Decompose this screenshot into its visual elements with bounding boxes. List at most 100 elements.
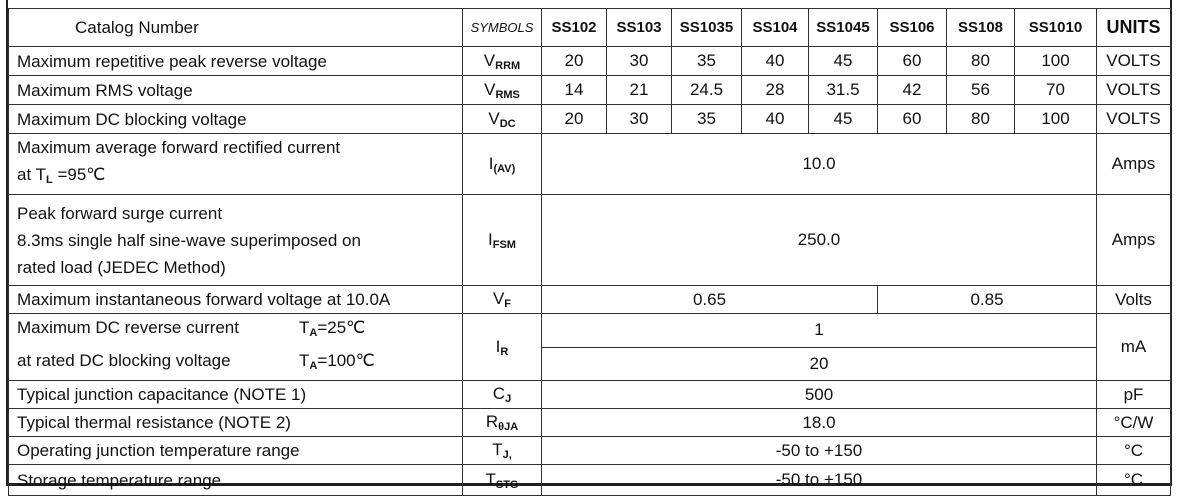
param-label: Peak forward surge current 8.3ms single h…: [8, 194, 463, 286]
value: 56: [946, 75, 1015, 105]
value: 100: [1014, 46, 1097, 76]
part-header: SS102: [541, 8, 607, 47]
value: 100: [1014, 104, 1097, 134]
value: 70: [1014, 75, 1097, 105]
symbol-sub: θJA: [498, 421, 519, 433]
label-line: 8.3ms single half sine-wave superimposed…: [17, 230, 361, 250]
value: 20: [541, 46, 607, 76]
symbol-main: V: [484, 79, 496, 99]
symbol: IFSM: [462, 194, 542, 286]
symbol: IR: [462, 313, 542, 381]
table-row-cj: Typical junction capacitance (NOTE 1) CJ…: [8, 380, 1171, 409]
symbol: TSTG: [462, 464, 542, 496]
unit: VOLTS: [1096, 75, 1171, 105]
value: 45: [808, 104, 878, 134]
value: 250.0: [541, 194, 1097, 286]
label-text: at rated DC blocking voltage: [17, 351, 231, 370]
symbol-main: V: [492, 289, 505, 308]
label-line: at TL =95℃: [17, 161, 462, 194]
symbol-sub: FSM: [492, 238, 516, 251]
value: 18.0: [541, 408, 1097, 437]
label-sub: L: [45, 174, 53, 186]
value: -50 to +150: [541, 436, 1097, 465]
symbol-sub: R: [500, 345, 509, 358]
part-header: SS103: [606, 8, 672, 47]
table-row-rth: Typical thermal resistance (NOTE 2) RθJA…: [8, 408, 1171, 437]
param-label: Typical thermal resistance (NOTE 2): [8, 408, 463, 437]
catalog-header: Catalog Number: [8, 8, 463, 47]
label-line: Maximum DC reverse current TA=25℃: [17, 315, 462, 348]
value: 21: [606, 75, 672, 105]
label-text: T: [299, 351, 310, 370]
specifications-table: Catalog Number SYMBOLS SS102 SS103 SS103…: [8, 8, 1171, 496]
value: 30: [606, 104, 672, 134]
value: 40: [741, 46, 809, 76]
symbol-main: T: [492, 440, 503, 459]
label-line: rated load (JEDEC Method): [17, 257, 226, 277]
value: 20: [541, 104, 607, 134]
unit: °C/W: [1096, 408, 1171, 437]
param-label: Maximum average forward rectified curren…: [8, 133, 463, 195]
param-label: Operating junction temperature range: [8, 436, 463, 465]
part-header: SS1045: [808, 8, 878, 47]
param-label: Storage temperature range: [8, 464, 463, 496]
label-line: Maximum average forward rectified curren…: [17, 138, 341, 157]
units-header: UNITS: [1096, 8, 1171, 47]
part-header: SS106: [877, 8, 947, 47]
value: -50 to +150: [541, 464, 1097, 496]
table-row-ifsm: Peak forward surge current 8.3ms single h…: [8, 194, 1171, 286]
unit: mA: [1096, 313, 1171, 381]
label-line: at rated DC blocking voltage TA=100℃: [17, 347, 462, 380]
symbol: RθJA: [462, 408, 542, 437]
symbol: TJ,: [462, 436, 542, 465]
unit: °C: [1096, 436, 1171, 465]
symbol-main: I: [495, 336, 501, 356]
value: 42: [877, 75, 947, 105]
value: 0.85: [877, 285, 1097, 314]
value: 80: [946, 46, 1015, 76]
unit: Volts: [1096, 285, 1171, 314]
part-header: SS108: [946, 8, 1015, 47]
part-header: SS104: [741, 8, 809, 47]
unit: VOLTS: [1096, 46, 1171, 76]
label-text: =95℃: [52, 165, 106, 184]
table-row-vrms: Maximum RMS voltage VRMS 14 21 24.5 28 31.5 4…: [8, 75, 1171, 105]
symbol-sub: (AV): [493, 162, 516, 175]
param-label: Maximum DC reverse current TA=25℃ at rate…: [8, 313, 463, 381]
symbol-sub: STG: [495, 478, 519, 491]
value: 500: [541, 380, 1097, 409]
value: 10.0: [541, 133, 1097, 195]
value: 60: [877, 104, 947, 134]
label-text: T: [299, 318, 310, 337]
unit: Amps: [1096, 194, 1171, 286]
symbol-sub: F: [504, 298, 512, 310]
part-header: SS1035: [671, 8, 742, 47]
value: 35: [671, 46, 742, 76]
value: 60: [877, 46, 947, 76]
label-text: =100℃: [317, 351, 375, 370]
label-sub: A: [309, 360, 318, 372]
header-row: Catalog Number SYMBOLS SS102 SS103 SS103…: [8, 8, 1171, 47]
param-label: Maximum repetitive peak reverse voltage: [8, 46, 463, 76]
value: 40: [741, 104, 809, 134]
value: 20: [541, 346, 1097, 381]
symbol-sub: J: [505, 393, 512, 405]
table-row-iav: Maximum average forward rectified curren…: [8, 133, 1171, 195]
symbol-main: V: [483, 50, 496, 70]
unit: pF: [1096, 380, 1171, 409]
label-text: Maximum DC reverse current: [17, 318, 239, 337]
unit: Amps: [1096, 133, 1171, 195]
label-text: at T: [17, 165, 46, 184]
table-row-vrrm: Maximum repetitive peak reverse voltage …: [8, 46, 1171, 76]
symbol: VRRM: [462, 46, 542, 76]
value: 31.5: [808, 75, 878, 105]
table-row-ir-2: 20: [9, 346, 1171, 381]
symbol: VF: [462, 285, 542, 314]
symbol-main: R: [485, 412, 499, 431]
part-header: SS1010: [1014, 8, 1097, 47]
symbol-sub: J,: [502, 449, 512, 461]
symbol: VRMS: [462, 75, 542, 105]
symbols-header: SYMBOLS: [462, 8, 542, 47]
label-line: Peak forward surge current: [17, 203, 223, 223]
unit: °C: [1096, 464, 1171, 496]
